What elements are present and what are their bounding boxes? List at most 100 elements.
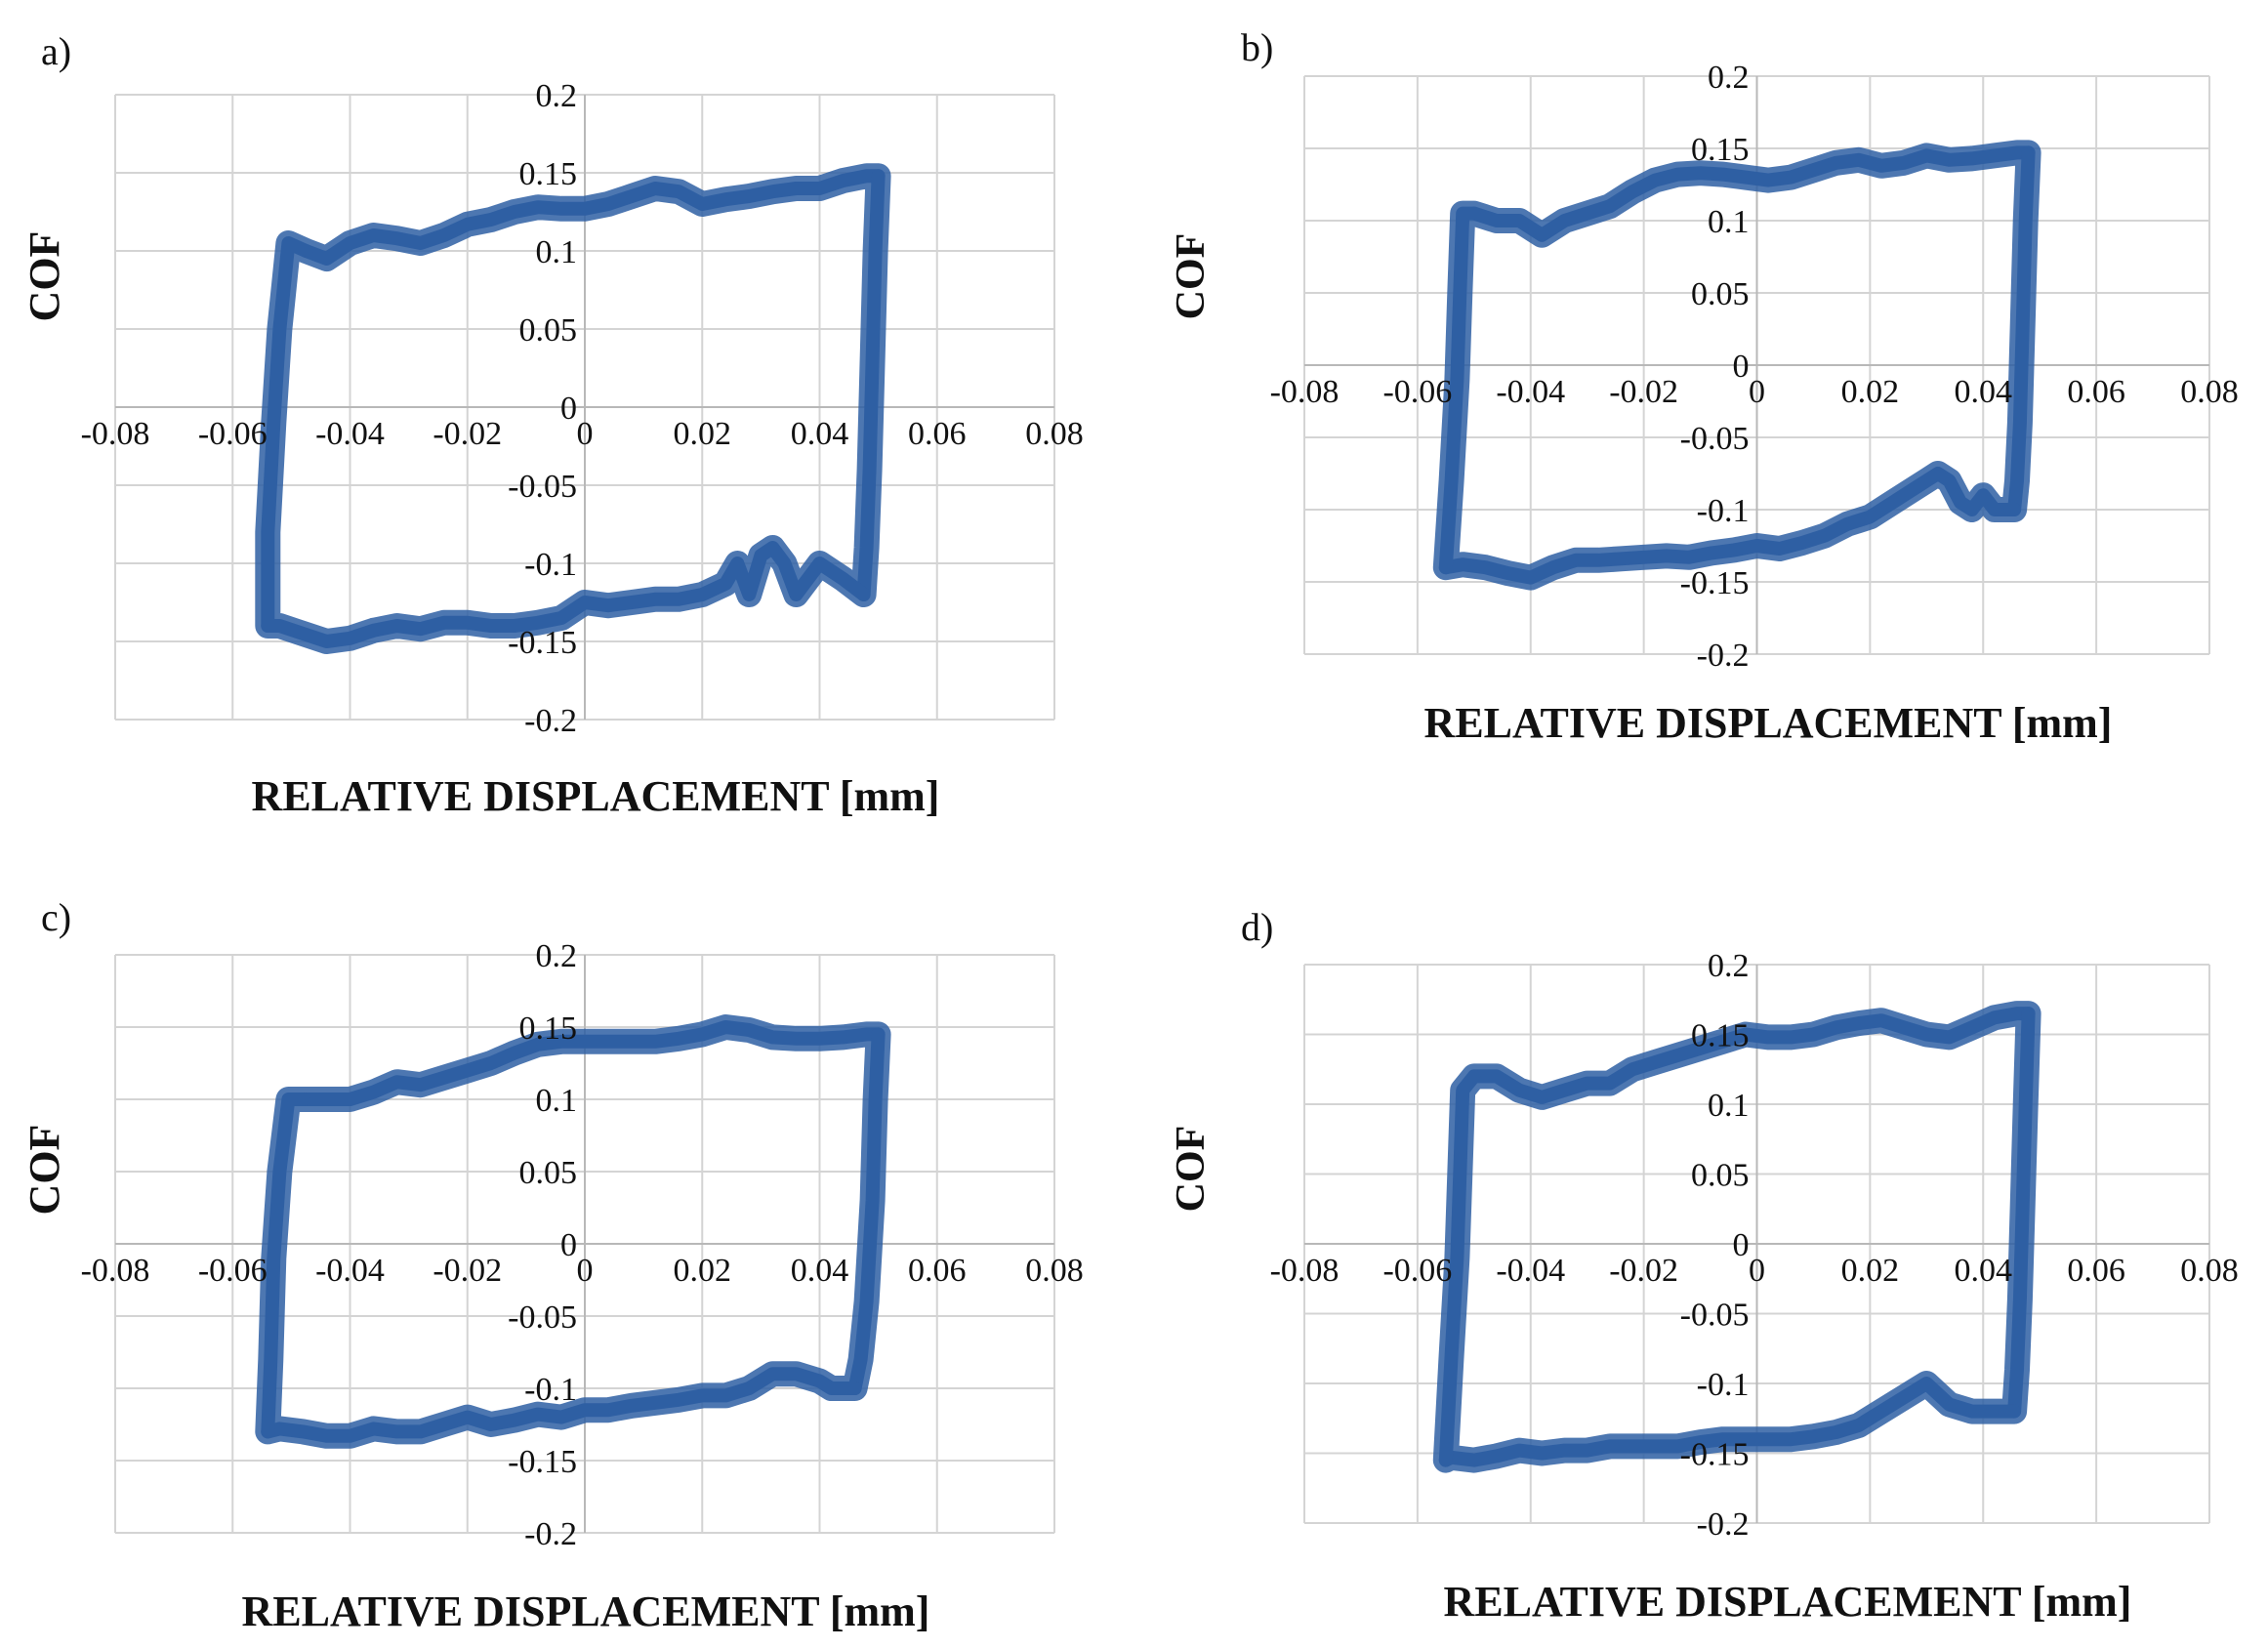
panel-letter: a) <box>41 29 71 73</box>
series-line-upper-branch <box>296 1020 886 1106</box>
x-tick-label: 0 <box>1749 1253 1765 1289</box>
y-tick-label: -0.05 <box>1680 1298 1750 1334</box>
chart-a: a)0.20.150.10.050-0.05-0.1-0.15-0.2-0.08… <box>21 29 1084 820</box>
y-tick-label: 0.15 <box>1691 1018 1750 1054</box>
panel-letter: b) <box>1241 25 1273 69</box>
series-line-lower-branch <box>1438 467 2022 585</box>
x-tick-label: 0.06 <box>2067 374 2125 410</box>
x-tick-label: 0.02 <box>674 1253 732 1289</box>
y-tick-label: -0.2 <box>524 1516 577 1552</box>
series-line-lower-branch <box>261 1367 862 1443</box>
x-tick-label: -0.04 <box>315 1253 385 1289</box>
x-tick-labels: -0.08 -0.06 -0.04 -0.02 0 0.02 0.04 0.06 0.08 <box>1270 374 2239 410</box>
x-tick-label: -0.06 <box>1382 1253 1452 1289</box>
y-tick-label: -0.2 <box>524 703 577 739</box>
x-tick-label: -0.08 <box>81 1253 150 1289</box>
x-tick-label: -0.08 <box>1270 1253 1340 1289</box>
y-tick-label: 0.15 <box>1691 132 1750 168</box>
y-tick-label: -0.2 <box>1697 1506 1750 1543</box>
series-line-upper-branch <box>1466 1007 2036 1104</box>
y-tick-label: 0.05 <box>1691 1158 1750 1194</box>
y-tick-label: 0 <box>1733 1227 1750 1263</box>
x-tick-label: 0.02 <box>674 416 732 452</box>
chart-c: c)0.20.150.10.050-0.05-0.1-0.15-0.2-0.08… <box>21 895 1084 1635</box>
chart-panel-b: b) 0.2 0.15 0.1 0.05 0 -0.05 -0.1 -0.15 -0.2 -0.08… <box>1134 0 2266 825</box>
y-tick-label: -0.2 <box>1697 638 1750 674</box>
series-line-left-edge <box>261 236 313 633</box>
x-tick-label: -0.08 <box>1270 374 1340 410</box>
x-tick-label: -0.06 <box>1382 374 1452 410</box>
y-tick-label: 0.05 <box>519 1155 578 1191</box>
x-axis-title: RELATIVE DISPLACEMENT [mm] <box>252 772 940 820</box>
chart-panel-c: c) 0.2 0.15 0.1 0.05 0 -0.05 -0.1 -0.15 -0.2 -0.08… <box>0 825 1133 1649</box>
y-tick-labels: 0.2 0.15 0.1 0.05 0 -0.05 -0.1 -0.15 -0.2 <box>1680 948 1750 1543</box>
y-tick-label: -0.15 <box>1680 565 1750 601</box>
series-line-right-edge <box>847 1027 886 1395</box>
chart-d: d) 0.2 0.15 0.1 0.05 0 -0.05 -0.1 -0.15 -0.2 -0.08… <box>1169 905 2239 1626</box>
y-tick-label: 0.2 <box>536 938 578 974</box>
x-axis-title: RELATIVE DISPLACEMENT [mm] <box>242 1587 930 1635</box>
panel-letter: d) <box>1241 905 1273 949</box>
y-tick-label: 0 <box>560 391 577 427</box>
chart-panel-d: d) 0.2 0.15 0.1 0.05 0 -0.05 -0.1 -0.15 -0.2 -0.08… <box>1134 825 2266 1649</box>
x-tick-labels: -0.08 -0.06 -0.04 -0.02 0 0.02 0.04 0.06 0.08 <box>81 416 1084 452</box>
y-tick-label: 0.05 <box>1691 276 1750 312</box>
y-tick-label: -0.05 <box>508 1299 577 1336</box>
y-tick-labels: 0.2 0.15 0.1 0.05 0 -0.05 -0.1 -0.15 -0.2 <box>508 938 577 1552</box>
y-tick-label: -0.15 <box>508 625 577 661</box>
y-tick-label: 0.2 <box>1708 948 1750 984</box>
y-tick-label: 0 <box>560 1227 577 1263</box>
panel-letter: c) <box>41 895 71 939</box>
y-tick-label: -0.05 <box>1680 421 1750 457</box>
x-tick-label: -0.04 <box>1496 1253 1565 1289</box>
x-tick-label: 0 <box>1749 374 1765 410</box>
y-tick-label: -0.1 <box>524 547 577 583</box>
y-tick-label: 0.1 <box>1708 1088 1750 1124</box>
x-tick-label: 0.04 <box>791 416 849 452</box>
y-tick-label: 0.1 <box>536 234 578 270</box>
y-tick-label: 0.15 <box>519 156 578 192</box>
y-tick-labels: 0.2 0.15 0.1 0.05 0 -0.05 -0.1 -0.15 -0.2 <box>508 78 577 739</box>
x-tick-label: 0.06 <box>908 416 967 452</box>
series-line-lower-branch <box>1438 1377 2022 1467</box>
series-line-lower-branch <box>261 541 871 648</box>
x-tick-label: -0.02 <box>1609 1253 1678 1289</box>
y-tick-label: 0.2 <box>536 78 578 114</box>
y-tick-label: 0.1 <box>536 1083 578 1119</box>
x-tick-label: 0.06 <box>908 1253 967 1289</box>
y-tick-label: 0.05 <box>519 312 578 349</box>
series-line-left-edge <box>1438 1069 1481 1467</box>
y-tick-labels: 0.2 0.15 0.1 0.05 0 -0.05 -0.1 -0.15 -0.2 <box>1680 60 1750 674</box>
x-tick-label: 0.04 <box>1955 1253 2013 1289</box>
x-tick-label: 0.04 <box>791 1253 849 1289</box>
chart-b: b) 0.2 0.15 0.1 0.05 0 -0.05 -0.1 -0.15 -0.2 -0.08… <box>1169 25 2239 747</box>
series-line-left-edge <box>1438 206 1481 575</box>
x-tick-label: 0.08 <box>1025 416 1084 452</box>
series-line-upper-branch <box>299 169 886 266</box>
x-tick-label: 0.08 <box>2180 1253 2239 1289</box>
series-line-right-edge <box>2007 145 2036 516</box>
x-tick-label: 0.08 <box>2180 374 2239 410</box>
series-line-upper-branch <box>1466 145 2036 242</box>
y-tick-label: -0.1 <box>524 1372 577 1408</box>
x-tick-label: -0.02 <box>433 416 502 452</box>
x-axis-title: RELATIVE DISPLACEMENT [mm] <box>1424 699 2113 747</box>
x-tick-label: -0.04 <box>315 416 385 452</box>
x-tick-label: -0.02 <box>433 1253 502 1289</box>
y-tick-label: -0.05 <box>508 469 577 505</box>
x-tick-label: 0 <box>577 416 594 452</box>
y-axis-title: COF <box>1169 233 1214 320</box>
y-tick-label: 0 <box>1733 349 1750 385</box>
x-tick-label: 0.02 <box>1841 1253 1900 1289</box>
y-tick-label: 0.2 <box>1708 60 1750 96</box>
x-tick-label: 0.02 <box>1841 374 1900 410</box>
x-tick-label: 0.06 <box>2067 1253 2125 1289</box>
x-tick-label: -0.02 <box>1609 374 1678 410</box>
y-tick-label: -0.1 <box>1697 1367 1750 1403</box>
x-tick-label: 0 <box>577 1253 594 1289</box>
y-axis-title: COF <box>21 1125 68 1216</box>
y-tick-label: 0.1 <box>1708 204 1750 240</box>
x-tick-label: -0.06 <box>198 1253 268 1289</box>
y-tick-label: 0.15 <box>519 1010 578 1047</box>
series-line-right-edge <box>856 169 886 601</box>
